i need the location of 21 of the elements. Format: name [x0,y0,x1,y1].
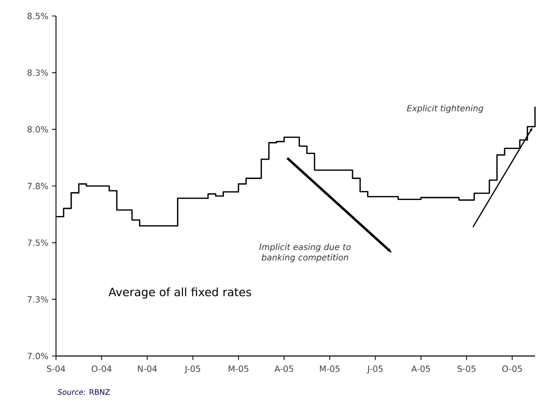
x-tick-label: M-05 [320,366,340,372]
y-tick-label: 8.3% [28,69,48,76]
x-tick-label: O-04 [92,366,112,372]
x-tick-label: J-05 [366,366,383,374]
x-tick-label: N-04 [138,366,157,372]
x-tick-label: S-05 [458,366,476,372]
x-tick-label: M-05 [228,366,248,372]
x-tick-label: S-04 [46,366,66,372]
annotation: Explicit tightening [406,104,484,114]
y-tick-label: 8.5% [28,12,48,20]
x-tick-label: A-05 [411,366,430,372]
x-tick-label: J-05 [184,366,200,374]
y-tick-label: 7.0% [28,352,48,360]
y-tick-label: 8.0% [28,126,48,133]
annotation: Implicit easing due to banking competition [259,244,351,262]
x-tick-label: O-05 [502,366,522,372]
text: Average of all fixed rates [108,287,252,299]
y-tick-label: 7.3% [28,296,48,303]
x-tick-label: A-05 [274,366,294,372]
y-tick-label: 7.5% [28,239,48,246]
y-tick-label: 7.8% [28,182,48,190]
